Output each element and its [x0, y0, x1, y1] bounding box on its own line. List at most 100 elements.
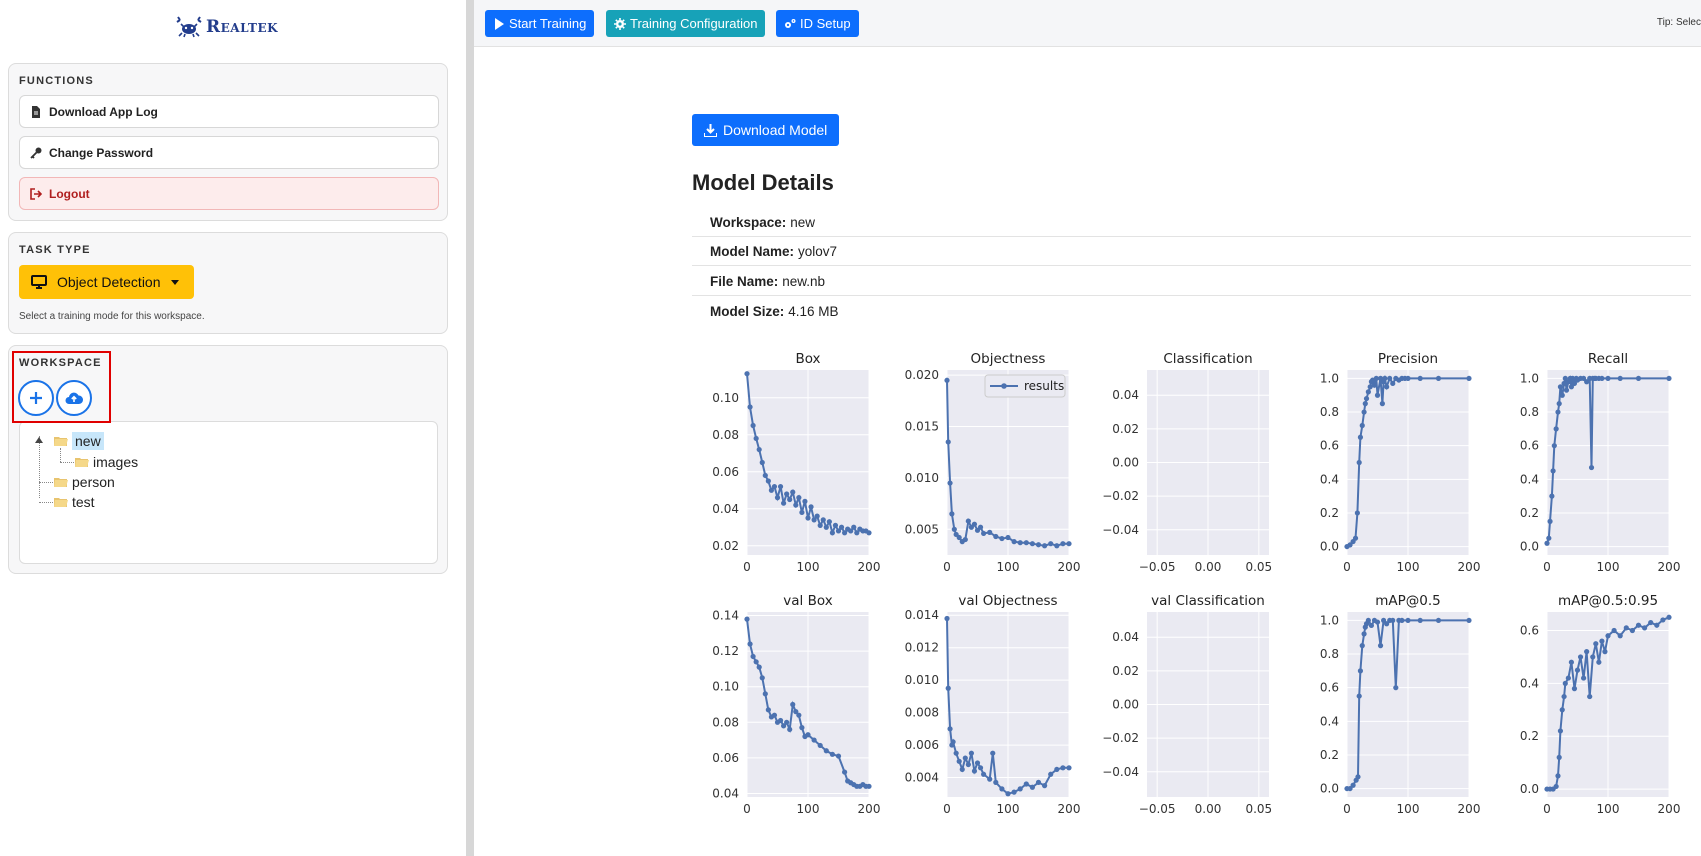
- data-point: [1393, 685, 1399, 691]
- y-tick-label: −0.02: [1102, 731, 1139, 745]
- tip-text: Tip: Select a works: [1656, 17, 1701, 28]
- data-point: [796, 712, 802, 718]
- tree-line: [39, 482, 53, 483]
- x-tick-label: 200: [1658, 802, 1681, 816]
- data-point: [808, 504, 814, 510]
- subplot: −0.05 0.00 0.05 −0.04 −0.02 0.00 0.02 0.04 Class…: [1102, 351, 1272, 574]
- data-point: [950, 739, 956, 745]
- legend-box: [984, 374, 1066, 398]
- data-point: [832, 522, 839, 528]
- y-tick-label: 0.0: [1320, 540, 1339, 554]
- data-point: [1405, 617, 1411, 624]
- data-point: [1599, 375, 1605, 382]
- data-point: [1577, 654, 1584, 660]
- data-point: [1371, 382, 1378, 388]
- monitor-icon: [31, 275, 47, 289]
- data-point: [1363, 395, 1370, 402]
- detail-value: 4.16 MB: [788, 304, 839, 319]
- data-point: [1435, 375, 1442, 382]
- data-point: [823, 524, 829, 530]
- data-point: [1584, 649, 1590, 655]
- y-tick-label: 0.6: [1320, 439, 1339, 453]
- change-password-button[interactable]: Change Password: [19, 136, 439, 169]
- tree-node-new[interactable]: new: [54, 432, 104, 450]
- data-point: [959, 766, 965, 773]
- y-tick-label: 1.0: [1320, 613, 1339, 627]
- key-icon: [30, 147, 42, 159]
- subplot: 0 100 200 0.02 0.04 0.06 0.08 0.10 Box: [712, 351, 880, 574]
- data-point: [1611, 627, 1617, 634]
- expand-toggle-icon[interactable]: [35, 437, 43, 443]
- data-point: [759, 459, 765, 466]
- subplot-title: val Objectness: [958, 593, 1057, 609]
- tree-node-test[interactable]: test: [54, 494, 95, 510]
- id-setup-button[interactable]: ID Setup: [776, 10, 859, 37]
- folder-icon: [75, 458, 89, 467]
- upload-workspace-button[interactable]: [56, 380, 92, 416]
- data-point: [1660, 617, 1666, 623]
- download-app-log-button[interactable]: Download App Log: [19, 95, 439, 128]
- start-training-button[interactable]: Start Training: [485, 10, 595, 37]
- detail-key: File Name:: [710, 273, 779, 289]
- data-point: [1648, 619, 1654, 626]
- data-point: [1562, 375, 1568, 382]
- training-results-plot: 0 100 200 0.02 0.04 0.06 0.08 0.10 Box 0 100 200 0.0…: [712, 351, 1681, 816]
- tree-node-label: person: [72, 474, 115, 490]
- logout-label: Logout: [49, 186, 90, 201]
- data-point: [1017, 540, 1023, 546]
- subplot-title: Classification: [1163, 351, 1252, 367]
- data-point: [1581, 375, 1587, 382]
- data-point: [1642, 625, 1648, 631]
- data-point: [753, 659, 759, 665]
- y-tick-label: 0.10: [712, 680, 739, 694]
- data-point: [1359, 422, 1365, 429]
- data-point: [817, 742, 823, 749]
- y-tick-label: 0.0: [1520, 782, 1539, 796]
- data-point: [835, 753, 842, 759]
- y-tick-label: 0.8: [1320, 647, 1339, 661]
- data-point: [971, 768, 978, 774]
- data-point: [851, 524, 857, 530]
- tree-line: [60, 462, 74, 463]
- data-point: [768, 487, 774, 493]
- y-tick-label: 0.005: [905, 522, 939, 536]
- x-tick-label: 200: [858, 560, 881, 574]
- data-point: [1350, 782, 1356, 788]
- data-point: [1387, 375, 1393, 382]
- data-point: [965, 518, 971, 524]
- y-tick-label: 1.0: [1320, 371, 1339, 385]
- task-type-panel: TASK TYPE Object Detection Select a trai…: [8, 232, 448, 334]
- tree-node-person[interactable]: person: [54, 474, 115, 490]
- data-point: [947, 480, 953, 486]
- training-configuration-button[interactable]: Training Configuration: [606, 10, 766, 37]
- task-type-dropdown[interactable]: Object Detection: [19, 265, 194, 299]
- data-point: [744, 371, 750, 377]
- logout-button[interactable]: Logout: [19, 177, 439, 210]
- detail-file-name: File Name: new.nb: [692, 267, 1691, 296]
- data-point: [951, 526, 957, 532]
- detail-value: new.nb: [782, 273, 826, 289]
- y-tick-label: 0.00: [1112, 698, 1139, 712]
- y-tick-label: 0.4: [1520, 472, 1539, 486]
- data-point: [1368, 622, 1374, 629]
- data-point: [793, 709, 799, 715]
- y-tick-label: 0.2: [1320, 748, 1339, 762]
- y-tick-label: 0.08: [712, 715, 739, 729]
- data-point: [990, 750, 996, 756]
- data-point: [1417, 617, 1423, 624]
- data-point: [1042, 543, 1048, 549]
- data-point: [1654, 622, 1660, 628]
- subplot: 0 100 200 0.0 0.2 0.4 0.6 mAP@0.5:0.95: [1520, 593, 1681, 816]
- tree-node-images[interactable]: images: [75, 454, 138, 470]
- y-tick-label: 0.008: [905, 706, 939, 720]
- y-tick-label: 0.6: [1520, 439, 1539, 453]
- download-model-label: Download Model: [723, 122, 828, 138]
- sidebar-resize-handle[interactable]: [466, 0, 474, 856]
- download-model-button[interactable]: Download Model: [692, 114, 840, 146]
- data-point: [1373, 375, 1379, 382]
- add-workspace-button[interactable]: [18, 380, 54, 416]
- y-tick-label: 0.04: [1112, 630, 1139, 644]
- data-point: [1384, 384, 1390, 390]
- data-point: [977, 765, 984, 771]
- data-point: [1054, 543, 1060, 549]
